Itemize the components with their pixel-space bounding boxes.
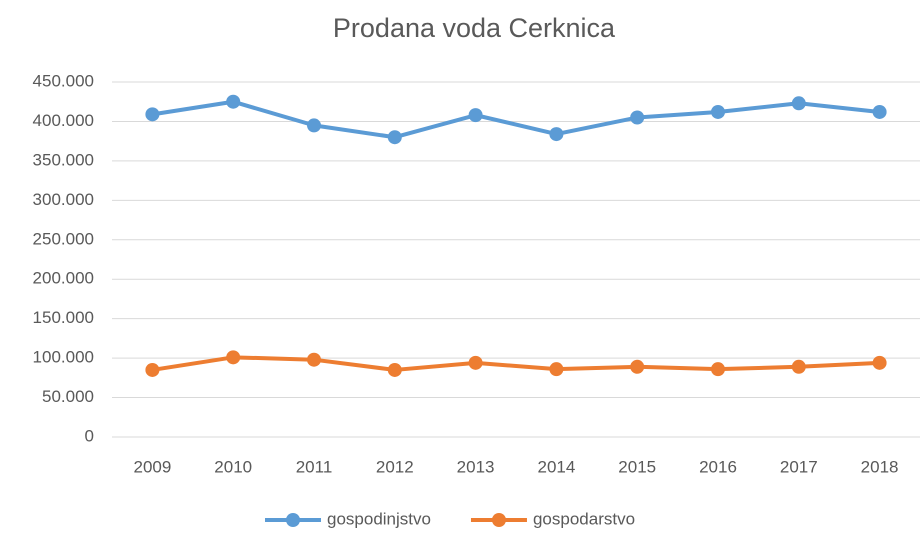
x-tick-label: 2015 xyxy=(618,457,656,476)
marker xyxy=(145,107,160,122)
y-tick-label: 0 xyxy=(85,426,94,445)
marker xyxy=(387,362,402,377)
y-tick-label: 150.000 xyxy=(33,308,94,327)
y-tick-label: 100.000 xyxy=(33,348,94,367)
marker xyxy=(307,118,321,133)
y-tick-label: 300.000 xyxy=(33,190,94,209)
legend-marker xyxy=(286,513,300,527)
x-tick-label: 2018 xyxy=(861,457,899,476)
marker xyxy=(791,359,806,374)
y-tick-label: 250.000 xyxy=(33,229,94,248)
legend-label: gospodarstvo xyxy=(533,509,635,528)
x-tick-label: 2012 xyxy=(376,457,414,476)
legend-label: gospodinjstvo xyxy=(327,509,431,528)
marker xyxy=(872,104,887,119)
marker xyxy=(711,362,725,377)
marker xyxy=(226,350,241,365)
marker xyxy=(549,362,564,377)
marker xyxy=(468,355,483,370)
marker xyxy=(711,104,725,119)
marker xyxy=(791,96,806,111)
y-tick-label: 350.000 xyxy=(33,150,94,169)
y-tick-label: 200.000 xyxy=(33,269,94,288)
marker xyxy=(549,127,564,142)
x-tick-label: 2016 xyxy=(699,457,737,476)
marker xyxy=(145,362,160,377)
y-tick-label: 50.000 xyxy=(42,387,94,406)
y-tick-label: 450.000 xyxy=(33,71,94,90)
chart-title: Prodana voda Cerknica xyxy=(333,13,616,43)
x-tick-label: 2013 xyxy=(457,457,495,476)
marker xyxy=(307,352,321,367)
marker xyxy=(872,355,887,370)
marker xyxy=(387,130,402,145)
x-tick-label: 2017 xyxy=(780,457,818,476)
legend-marker xyxy=(491,513,506,527)
x-tick-label: 2011 xyxy=(296,457,333,476)
marker xyxy=(630,359,645,374)
y-tick-label: 400.000 xyxy=(33,111,94,130)
x-tick-label: 2009 xyxy=(133,457,171,476)
marker xyxy=(468,108,483,123)
x-tick-label: 2010 xyxy=(214,457,252,476)
series-line xyxy=(152,355,880,372)
marker xyxy=(630,110,645,125)
x-tick-label: 2014 xyxy=(537,457,575,476)
marker xyxy=(226,94,241,109)
series-line xyxy=(152,99,880,140)
